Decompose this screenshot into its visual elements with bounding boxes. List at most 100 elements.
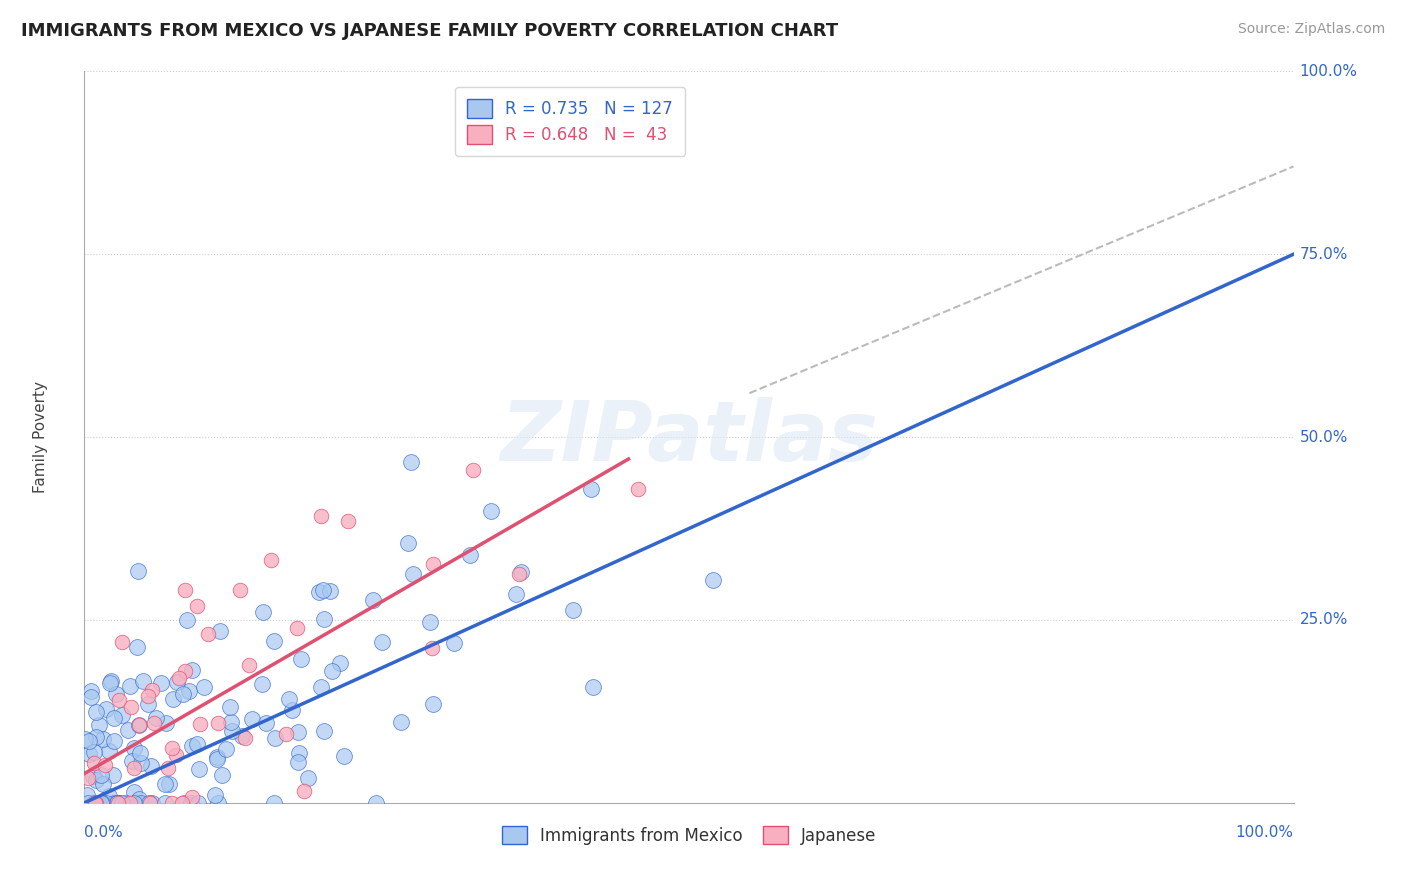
Text: 100.0%: 100.0% <box>1299 64 1358 78</box>
Text: ZIPatlas: ZIPatlas <box>501 397 877 477</box>
Point <box>221 724 243 739</box>
Point <box>90 796 112 810</box>
Point <box>83 796 105 810</box>
Point <box>309 680 332 694</box>
Point <box>120 699 142 714</box>
Point <box>108 693 131 707</box>
Point <box>396 536 419 550</box>
Point <box>274 727 297 741</box>
Legend: Immigrants from Mexico, Japanese: Immigrants from Mexico, Japanese <box>494 818 884 853</box>
Point <box>173 796 195 810</box>
Point <box>174 582 197 597</box>
Point <box>91 732 114 747</box>
Point <box>111 634 134 648</box>
Point <box>389 715 412 730</box>
Point <box>162 692 184 706</box>
Point <box>366 796 388 810</box>
Point <box>176 613 198 627</box>
Point <box>562 603 585 617</box>
Point <box>290 652 312 666</box>
Point <box>103 734 125 748</box>
Point <box>128 718 150 732</box>
Point <box>155 777 177 791</box>
Point <box>627 482 650 496</box>
Point <box>131 796 153 810</box>
Point <box>329 656 352 670</box>
Point <box>96 702 118 716</box>
Point <box>103 711 125 725</box>
Point <box>150 676 173 690</box>
Point <box>702 573 724 587</box>
Point <box>263 633 285 648</box>
Point <box>138 698 160 712</box>
Point <box>105 687 128 701</box>
Text: 50.0%: 50.0% <box>1299 430 1348 444</box>
Point <box>332 749 354 764</box>
Point <box>84 730 107 744</box>
Point <box>188 717 211 731</box>
Point <box>139 796 162 810</box>
Point <box>479 504 502 518</box>
Point <box>240 712 263 726</box>
Point <box>166 675 188 690</box>
Point <box>120 679 142 693</box>
Point <box>174 664 197 678</box>
Point <box>461 463 484 477</box>
Point <box>219 715 242 730</box>
Point <box>84 772 107 787</box>
Point <box>127 564 149 578</box>
Point <box>207 716 229 731</box>
Point <box>131 673 153 688</box>
Point <box>458 548 481 562</box>
Text: Source: ZipAtlas.com: Source: ZipAtlas.com <box>1237 22 1385 37</box>
Point <box>211 768 233 782</box>
Point <box>87 796 110 810</box>
Point <box>281 703 304 717</box>
Point <box>77 796 100 810</box>
Point <box>215 741 238 756</box>
Point <box>402 567 425 582</box>
Point <box>125 640 148 654</box>
Point <box>98 676 121 690</box>
Point <box>136 689 159 703</box>
Point <box>288 746 311 760</box>
Text: Family Poverty: Family Poverty <box>34 381 48 493</box>
Point <box>297 772 319 786</box>
Point <box>77 734 100 748</box>
Point <box>155 716 177 731</box>
Text: 75.0%: 75.0% <box>1299 247 1348 261</box>
Point <box>422 698 444 712</box>
Point <box>205 752 228 766</box>
Point <box>167 671 190 685</box>
Text: 25.0%: 25.0% <box>1299 613 1348 627</box>
Point <box>157 777 180 791</box>
Point <box>312 723 335 738</box>
Point <box>180 796 202 810</box>
Point <box>165 747 187 762</box>
Point <box>139 759 162 773</box>
Point <box>312 582 335 597</box>
Point <box>186 599 208 613</box>
Point <box>180 790 202 805</box>
Point <box>318 584 340 599</box>
Point <box>422 557 444 571</box>
Point <box>361 593 384 607</box>
Point <box>100 674 122 689</box>
Point <box>108 796 131 810</box>
Point <box>111 707 134 722</box>
Point <box>118 796 141 810</box>
Point <box>292 783 315 797</box>
Point <box>371 634 394 648</box>
Point <box>443 636 465 650</box>
Point <box>179 684 201 698</box>
Point <box>207 796 229 810</box>
Point <box>193 680 215 694</box>
Point <box>157 760 180 774</box>
Point <box>91 777 114 791</box>
Point <box>252 676 274 690</box>
Point <box>117 723 139 738</box>
Point <box>103 796 125 810</box>
Point <box>94 757 117 772</box>
Point <box>229 582 252 597</box>
Point <box>219 700 242 714</box>
